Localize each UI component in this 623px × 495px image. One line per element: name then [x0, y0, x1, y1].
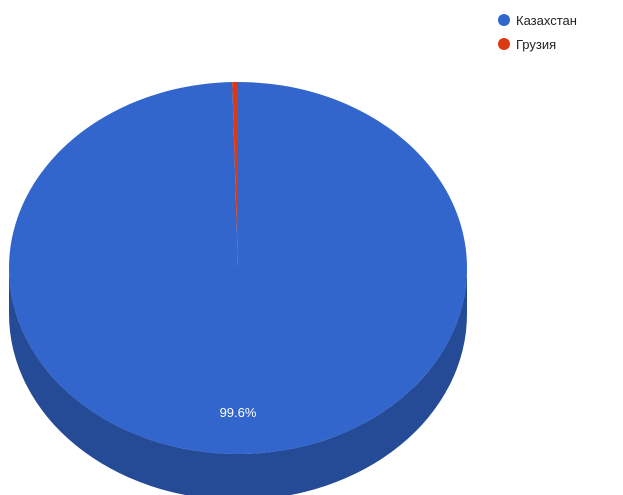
legend-marker-georgia: [498, 38, 510, 50]
legend-item-georgia[interactable]: Грузия: [498, 32, 577, 56]
legend-marker-kazakhstan: [498, 14, 510, 26]
legend: Казахстан Грузия: [498, 8, 577, 56]
slice-label-0: 99.6%: [220, 405, 257, 420]
pie-slice-1: [232, 82, 238, 268]
pie-slice-0: [9, 82, 468, 455]
legend-item-kazakhstan[interactable]: Казахстан: [498, 8, 577, 32]
legend-label-georgia: Грузия: [516, 36, 557, 52]
pie-side-0-0: [9, 268, 467, 495]
legend-label-kazakhstan: Казахстан: [516, 12, 577, 28]
